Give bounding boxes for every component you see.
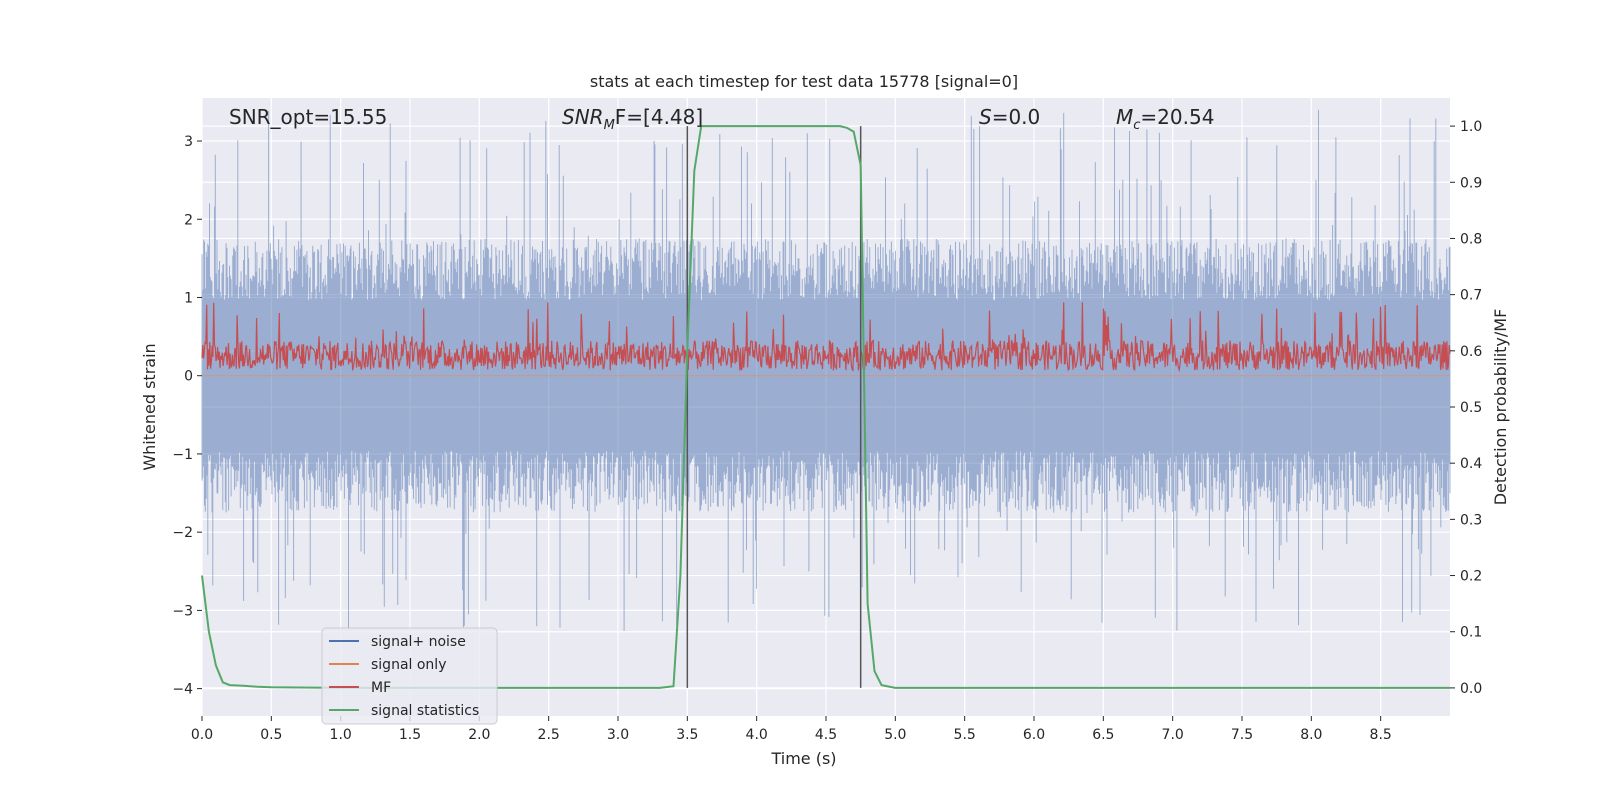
- snr-mf-subscript: M: [604, 118, 615, 133]
- legend-label-signal-only: signal only: [371, 657, 446, 673]
- mf-trace: [201, 302, 1451, 373]
- y-right-tick-label: 0.5: [1460, 400, 1482, 416]
- x-tick-label: 8.0: [1300, 727, 1322, 743]
- y-tick-label: 2: [184, 212, 193, 228]
- mc-value: =20.54: [1140, 105, 1214, 129]
- x-tick-label: 5.0: [884, 727, 906, 743]
- y-tick-label: 3: [184, 134, 193, 150]
- legend-label-mf: MF: [371, 680, 391, 696]
- x-tick-label: 4.0: [746, 727, 768, 743]
- mc-subscript: c: [1133, 118, 1140, 133]
- y-tick-label: −4: [172, 682, 193, 698]
- legend-box: [321, 627, 498, 725]
- y-tick-label: 0: [184, 369, 193, 385]
- y-right-tick-label: 0.0: [1460, 681, 1482, 697]
- y-right-tick-label: 0.2: [1460, 569, 1482, 585]
- y-right-tick-label: 0.8: [1460, 231, 1482, 247]
- legend-label-signal-noise: signal+ noise: [371, 634, 466, 650]
- y-tick-label: −3: [172, 603, 193, 619]
- x-tick-label: 2.5: [538, 727, 560, 743]
- x-tick-label: 3.5: [676, 727, 698, 743]
- x-tick-label: 7.0: [1162, 727, 1184, 743]
- x-tick-label: 1.0: [330, 727, 352, 743]
- snr-mf-symbol: SNR: [562, 105, 604, 129]
- annotation-snr-mf: SNRMF=[4.48]: [562, 105, 703, 133]
- series-signal-statistics: [201, 125, 1450, 689]
- legend-label-signal-statistics: signal statistics: [371, 703, 479, 719]
- legend: signal+ noise signal only MF signal stat…: [321, 627, 498, 725]
- noise-trace: [201, 110, 1451, 631]
- x-tick-label: 7.5: [1231, 727, 1253, 743]
- y-axis-label: Whitened strain: [140, 343, 159, 470]
- series-signal-noise: [201, 110, 1451, 631]
- x-tick-label: 4.5: [815, 727, 837, 743]
- x-tick-label: 6.5: [1092, 727, 1114, 743]
- y-tick-label: −1: [172, 447, 193, 463]
- annotation-mc: Mc=20.54: [1116, 105, 1214, 133]
- y-tick-label: −2: [172, 525, 193, 541]
- y-right-tick-label: 1.0: [1460, 119, 1482, 135]
- series-mf: [201, 302, 1451, 373]
- y-right-tick-label: 0.6: [1460, 344, 1482, 360]
- annotation-snr-opt: SNR_opt=15.55: [229, 105, 387, 129]
- annotation-s: S=0.0: [979, 105, 1040, 129]
- mc-symbol: M: [1116, 105, 1133, 129]
- y-right-tick-label: 0.9: [1460, 175, 1482, 191]
- x-tick-label: 0.0: [191, 727, 213, 743]
- y-right-tick-label: 0.4: [1460, 456, 1482, 472]
- y-right-tick-label: 0.3: [1460, 512, 1482, 528]
- y-right-tick-label: 0.7: [1460, 288, 1482, 304]
- x-tick-label: 5.5: [954, 727, 976, 743]
- x-tick-label: 2.0: [468, 727, 490, 743]
- x-tick-label: 1.5: [399, 727, 421, 743]
- x-tick-label: 8.5: [1370, 727, 1392, 743]
- y-axis-right-label: Detection probability/MF: [1491, 309, 1510, 506]
- s-value: =0.0: [992, 105, 1041, 129]
- x-axis-label: Time (s): [770, 749, 836, 768]
- axis-ticks: 0.0 0.5 1.0 1.5 2.0 2.5 3.0 3.5 4.0 4.5 5.0 5.5 6.0 6…: [172, 119, 1482, 743]
- x-tick-label: 3.0: [607, 727, 629, 743]
- s-symbol: S: [979, 105, 992, 129]
- x-tick-label: 0.5: [260, 727, 282, 743]
- x-tick-label: 6.0: [1023, 727, 1045, 743]
- snr-mf-value: F=[4.48]: [615, 105, 703, 129]
- chart-title: stats at each timestep for test data 157…: [590, 72, 1018, 91]
- y-tick-label: 1: [184, 290, 193, 306]
- y-right-tick-label: 0.1: [1460, 625, 1482, 641]
- signal-statistics-trace: [201, 125, 1450, 689]
